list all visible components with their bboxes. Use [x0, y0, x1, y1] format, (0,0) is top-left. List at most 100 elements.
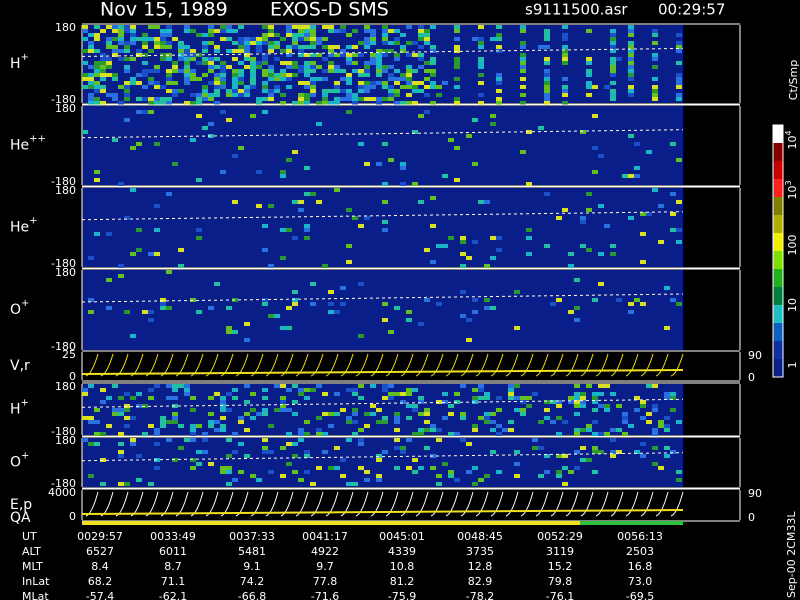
spectrum-cell	[166, 192, 172, 196]
spectrum-cell	[376, 81, 382, 85]
spectrum-cell	[94, 73, 100, 77]
trace	[235, 353, 249, 377]
spectrum-cell	[544, 45, 550, 49]
footer-code: Sep-00 2CM33L	[785, 511, 798, 598]
spectrum-cell	[322, 432, 328, 436]
row-label: MLat	[22, 590, 49, 600]
spectrum-cell	[286, 49, 292, 53]
spectrum-cell	[508, 396, 514, 400]
spectrum-cell	[190, 93, 196, 97]
spectrum-cell	[598, 432, 604, 436]
spectrum-cell	[652, 41, 658, 45]
spectrum-cell	[388, 158, 394, 162]
spectrum-cell	[490, 122, 496, 126]
spectrum-cell	[286, 462, 292, 466]
spectrum-cell	[100, 69, 106, 73]
spectrum-cell	[436, 400, 442, 404]
spectrum-cell	[562, 420, 568, 424]
spectrum-cell	[280, 170, 286, 174]
spectrum-cell	[286, 158, 292, 162]
spectrum-cell	[598, 450, 604, 454]
spectrum-cell	[334, 45, 340, 49]
spectrum-cell	[628, 93, 634, 97]
spectrum-cell	[340, 49, 346, 53]
spectrum-cell	[424, 298, 430, 302]
spectrum-cell	[670, 192, 676, 196]
spectrum-cell	[274, 57, 280, 61]
spectrum-cell	[124, 93, 130, 97]
spectrum-cell	[376, 474, 382, 478]
spectrum-cell	[106, 306, 112, 310]
spectrum-cell	[262, 388, 268, 392]
spectrum-cell	[364, 61, 370, 65]
spectrum-cell	[562, 57, 568, 61]
spectrum-cell	[82, 29, 88, 33]
spectrum-cell	[676, 93, 682, 97]
spectrum-cell	[292, 412, 298, 416]
spectrum-cell	[250, 85, 256, 89]
spectrum-cell	[94, 61, 100, 65]
spectrum-cell	[334, 65, 340, 69]
spectrum-cell	[262, 412, 268, 416]
spectrum-cell	[268, 73, 274, 77]
spectrum-cell	[82, 388, 88, 392]
spectrum-cell	[196, 97, 202, 101]
spectrum-cell	[574, 432, 580, 436]
spectrum-cell	[304, 228, 310, 232]
spectrum-cell	[214, 73, 220, 77]
spectrum-cell	[130, 438, 136, 442]
spectrum-cell	[472, 37, 478, 41]
spectrum-cell	[136, 110, 142, 114]
spectrum-cell	[394, 416, 400, 420]
spectrum-cell	[430, 45, 436, 49]
spectrum-cell	[82, 37, 88, 41]
spectrum-cell	[172, 93, 178, 97]
spectrum-cell	[100, 432, 106, 436]
spectrum-cell	[418, 412, 424, 416]
spectrum-cell	[478, 101, 484, 105]
spectrum-cell	[502, 428, 508, 432]
spectrum-cell	[154, 466, 160, 470]
spectrum-cell	[592, 470, 598, 474]
spectrum-cell	[652, 29, 658, 33]
label-base: V,r	[10, 358, 30, 374]
spectrum-cell	[406, 416, 412, 420]
spectrum-cell	[472, 396, 478, 400]
spectrum-cell	[412, 85, 418, 89]
spectrum-cell	[118, 264, 124, 268]
spectrum-cell	[382, 228, 388, 232]
spectrum-cell	[376, 458, 382, 462]
spectrum-cell	[130, 396, 136, 400]
spectrum-cell	[196, 114, 202, 118]
spectrum-cell	[562, 77, 568, 81]
spectrum-cell	[400, 162, 406, 166]
spectrum-cell	[610, 73, 616, 77]
spectrum-cell	[334, 310, 340, 314]
spectrum-cell	[208, 41, 214, 45]
spectrum-cell	[88, 474, 94, 478]
spectrum-cell	[340, 97, 346, 101]
table-cell: -71.6	[311, 590, 339, 600]
y-tick-label: -180	[51, 477, 76, 490]
spectrum-cell	[358, 384, 364, 388]
spectrum-cell	[490, 450, 496, 454]
table-cell: 5481	[238, 545, 266, 558]
spectrum-cell	[592, 408, 598, 412]
trace	[475, 353, 489, 377]
spectrum-cell	[316, 416, 322, 420]
spectrum-cell	[268, 424, 274, 428]
spectrum-cell	[610, 65, 616, 69]
spectrum-cell	[88, 65, 94, 69]
spectrum-cell	[88, 73, 94, 77]
y-tick-label: 180	[55, 434, 76, 447]
spectrum-cell	[652, 446, 658, 450]
spectrum-cell	[226, 49, 232, 53]
spectrum-cell	[544, 101, 550, 105]
spectrum-cell	[208, 134, 214, 138]
spectrum-cell	[364, 69, 370, 73]
spectrum-cell	[358, 97, 364, 101]
spectrum-cell	[412, 69, 418, 73]
colorbar-cell	[773, 143, 783, 161]
spectrum-cell	[430, 49, 436, 53]
spectrum-cell	[562, 61, 568, 65]
